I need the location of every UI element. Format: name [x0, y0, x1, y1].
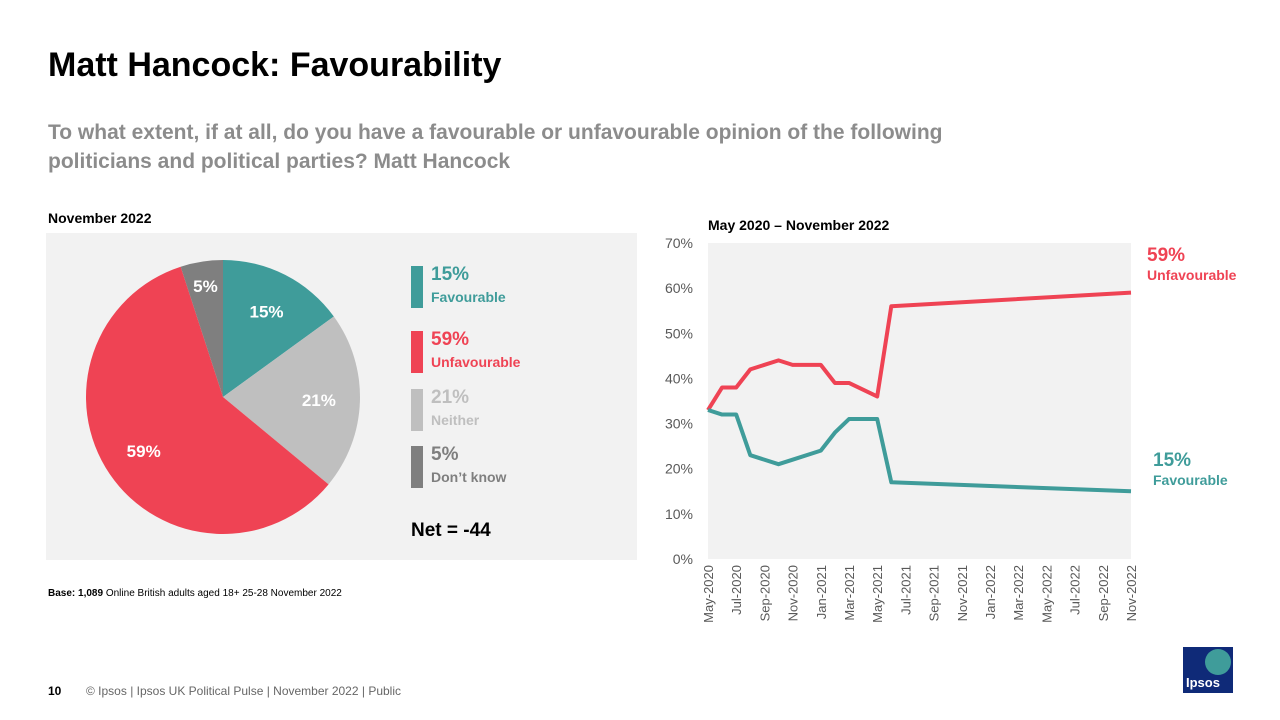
legend-label: Neither — [431, 412, 480, 428]
legend-swatch — [411, 389, 423, 431]
legend-item: 15% Favourable — [411, 264, 611, 308]
legend-swatch — [411, 266, 423, 308]
x-tick-label: May-2021 — [870, 565, 885, 623]
favourable-end-name: Favourable — [1153, 472, 1228, 488]
legend-label: Favourable — [431, 289, 506, 305]
question-text: To what extent, if at all, do you have a… — [48, 121, 943, 173]
legend-swatch — [411, 331, 423, 373]
x-tick-label: Sep-2022 — [1096, 565, 1111, 621]
y-tick-label: 20% — [665, 461, 693, 477]
series-line-favourable — [707, 408, 1132, 494]
line-chart-title: May 2020 – November 2022 — [708, 217, 890, 233]
legend-label: Don’t know — [431, 469, 507, 485]
y-tick-label: 30% — [665, 416, 693, 432]
unfavourable-end-label: 59% Unfavourable — [1147, 245, 1236, 283]
logo-circle-icon — [1205, 649, 1231, 675]
legend-pct: 21% — [431, 387, 470, 408]
base-text: Online British adults aged 18+ 25-28 Nov… — [105, 588, 342, 599]
series-line-unfavourable — [706, 290, 1132, 412]
legend-item: 21% Neither — [411, 387, 611, 431]
base-note: Base: 1,089 Online British adults aged 1… — [48, 588, 342, 599]
x-tick-label: Jul-2022 — [1068, 565, 1083, 615]
legend-pct: 5% — [431, 444, 459, 465]
base-label: Base: — [48, 588, 76, 599]
pie-slice-unfavourable — [85, 266, 329, 534]
y-tick-label: 50% — [665, 325, 693, 341]
footer-text: © Ipsos | Ipsos UK Political Pulse | Nov… — [86, 684, 401, 698]
y-tick-label: 40% — [665, 370, 693, 386]
logo-text: Ipsos — [1186, 675, 1220, 690]
favourable-end-value: 15% — [1153, 450, 1192, 471]
x-tick-label: May-2022 — [1039, 565, 1054, 623]
pie-slice-don-t-know — [180, 260, 223, 397]
pie-data-label: 59% — [127, 442, 161, 461]
legend-pct: 15% — [431, 264, 470, 285]
x-tick-label: May-2020 — [701, 565, 716, 623]
favourable-end-label: 15% Favourable — [1153, 450, 1228, 488]
net-score: Net = -44 — [411, 520, 491, 541]
pie-data-label: 15% — [250, 303, 284, 322]
plot-area — [708, 243, 1131, 559]
x-tick-label: Nov-2022 — [1124, 565, 1139, 621]
ipsos-logo: Ipsos — [1183, 647, 1233, 693]
pie-title: November 2022 — [48, 210, 152, 226]
x-tick-label: Jul-2021 — [898, 565, 913, 615]
page-title: Matt Hancock: Favourability — [48, 46, 502, 84]
y-tick-label: 10% — [665, 506, 693, 522]
x-tick-label: Jan-2022 — [983, 565, 998, 619]
x-tick-label: Sep-2021 — [927, 565, 942, 621]
x-tick-label: Nov-2020 — [786, 565, 801, 621]
pie-slice-favourable — [223, 260, 334, 397]
x-tick-label: Jul-2020 — [729, 565, 744, 615]
x-tick-label: Jan-2021 — [814, 565, 829, 619]
unfavourable-end-name: Unfavourable — [1147, 267, 1237, 283]
pie-data-label: 5% — [193, 277, 218, 296]
legend-pct: 59% — [431, 329, 470, 350]
base-n: 1,089 — [78, 588, 104, 599]
x-tick-label: Nov-2021 — [955, 565, 970, 621]
y-tick-label: 0% — [673, 551, 693, 567]
x-tick-label: Mar-2022 — [1011, 565, 1026, 621]
y-tick-label: 60% — [665, 280, 693, 296]
legend-item: 59% Unfavourable — [411, 329, 611, 373]
legend-swatch — [411, 446, 423, 488]
pie-data-label: 21% — [302, 391, 336, 410]
page-number: 10 — [48, 684, 62, 698]
legend-label: Unfavourable — [431, 354, 521, 370]
y-tick-label: 70% — [665, 235, 693, 251]
x-tick-label: Sep-2020 — [757, 565, 772, 621]
x-tick-label: Mar-2021 — [842, 565, 857, 621]
legend-item: 5% Don’t know — [411, 444, 611, 488]
pie-slice-neither — [223, 316, 360, 485]
unfavourable-end-value: 59% — [1147, 245, 1186, 266]
